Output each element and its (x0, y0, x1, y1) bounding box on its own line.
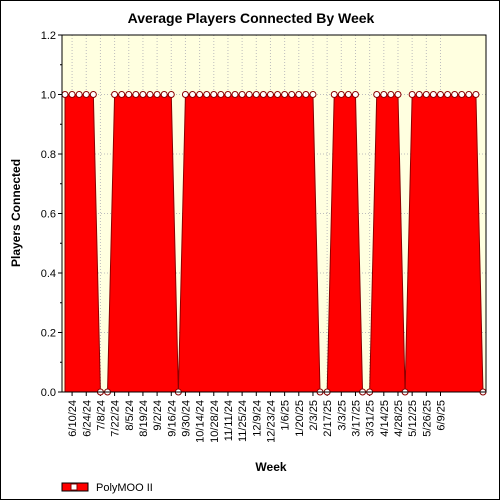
data-point (189, 91, 197, 98)
data-point (245, 91, 253, 98)
x-tick-label: 3/3/25 (336, 400, 348, 431)
data-point (238, 91, 246, 98)
x-tick-label: 2/17/25 (322, 400, 334, 437)
x-axis-label: Week (255, 460, 286, 474)
data-point (252, 91, 260, 98)
data-point (330, 91, 338, 98)
data-point (422, 91, 430, 98)
data-point (295, 91, 303, 98)
data-point (139, 91, 147, 98)
data-point (167, 91, 175, 98)
data-point (210, 91, 218, 98)
x-tick-label: 4/28/25 (393, 400, 405, 437)
data-point (259, 91, 267, 98)
legend-marker (70, 483, 78, 491)
y-tick-label: 0.6 (41, 209, 56, 221)
x-tick-label: 2/3/25 (308, 400, 320, 431)
data-point (436, 91, 444, 98)
y-tick-label: 0.0 (41, 387, 56, 399)
data-point (111, 91, 119, 98)
data-point (415, 91, 423, 98)
data-point (61, 91, 69, 98)
chart-title: Average Players Connected By Week (128, 10, 375, 26)
y-tick-label: 0.8 (41, 149, 56, 161)
data-point (337, 91, 345, 98)
x-tick-label: 7/22/24 (110, 400, 122, 437)
x-tick-label: 11/11/24 (223, 400, 235, 441)
x-tick-label: 1/20/25 (294, 400, 306, 437)
x-tick-label: 11/25/24 (237, 400, 249, 442)
y-tick-label: 1.2 (41, 30, 56, 42)
data-point (181, 91, 189, 98)
data-point (266, 91, 274, 98)
x-tick-label: 7/8/24 (95, 400, 107, 431)
x-tick-label: 9/30/24 (180, 400, 192, 437)
x-tick-label: 9/16/24 (166, 400, 178, 437)
data-point (160, 91, 168, 98)
data-point (458, 91, 466, 98)
x-tick-label: 3/17/25 (350, 400, 362, 437)
data-point (89, 91, 97, 98)
x-tick-label: 6/10/24 (67, 400, 79, 437)
data-point (153, 91, 161, 98)
data-point (288, 91, 296, 98)
data-point (146, 91, 154, 98)
data-point (373, 91, 381, 98)
data-point (444, 91, 452, 98)
x-tick-label: 8/19/24 (138, 400, 150, 437)
data-point (387, 91, 395, 98)
x-tick-label: 9/2/24 (152, 400, 164, 431)
x-tick-label: 5/12/25 (407, 400, 419, 437)
data-point (429, 91, 437, 98)
legend-label: PolyMOO II (96, 482, 153, 494)
x-tick-label: 12/23/24 (265, 400, 277, 443)
y-tick-label: 0.2 (41, 328, 56, 340)
x-tick-label: 5/26/25 (421, 400, 433, 437)
x-tick-label: 3/31/25 (365, 400, 377, 437)
data-point (132, 91, 140, 98)
data-point (118, 91, 126, 98)
x-tick-label: 1/6/25 (280, 400, 292, 431)
x-tick-label: 10/28/24 (209, 400, 221, 443)
data-point (344, 91, 352, 98)
plot-border (61, 34, 487, 393)
data-point (68, 91, 76, 98)
data-point (196, 91, 204, 98)
x-tick-label: 6/9/25 (435, 400, 447, 431)
data-point (281, 91, 289, 98)
data-point (75, 91, 83, 98)
data-point (203, 91, 211, 98)
x-tick-label: 12/9/24 (251, 400, 263, 437)
data-point (451, 91, 459, 98)
data-point (125, 91, 133, 98)
data-point (408, 91, 416, 98)
data-point (394, 91, 402, 98)
data-point (274, 91, 282, 98)
y-axis-label: Players Connected (9, 159, 23, 267)
y-tick-label: 1.0 (41, 90, 56, 102)
data-point (465, 91, 473, 98)
x-tick-label: 10/14/24 (195, 400, 207, 443)
data-point (351, 91, 359, 98)
data-point (224, 91, 232, 98)
data-point (302, 91, 310, 98)
data-point (380, 91, 388, 98)
x-tick-label: 8/5/24 (124, 400, 136, 431)
data-point (472, 91, 480, 98)
data-point (217, 91, 225, 98)
y-tick-label: 0.4 (41, 268, 56, 280)
data-point (82, 91, 90, 98)
series-area (64, 94, 484, 393)
x-tick-label: 6/24/24 (81, 400, 93, 437)
x-tick-label: 4/14/25 (379, 400, 391, 437)
data-point (309, 91, 317, 98)
data-point (231, 91, 239, 98)
